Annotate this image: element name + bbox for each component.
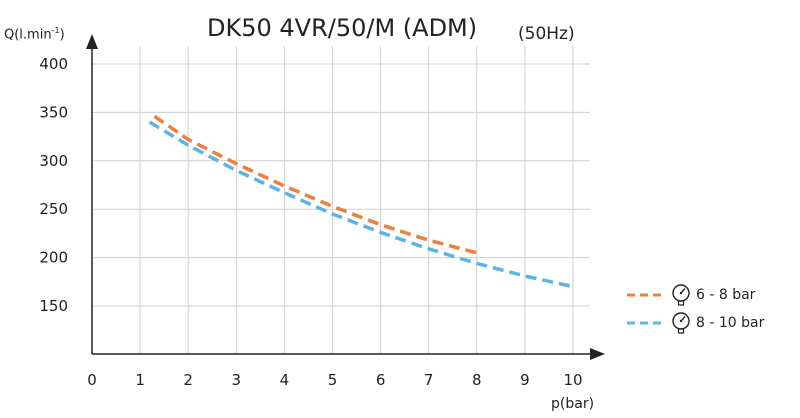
- x-tick-label-8: 8: [472, 371, 482, 389]
- legend-item-6-8-bar: 6 - 8 bar: [627, 282, 797, 308]
- y-axis-arrow: [86, 34, 98, 49]
- y-tick-label-350: 350: [39, 103, 68, 121]
- x-axis-label: p(bar): [551, 396, 595, 412]
- x-tick-label-10: 10: [563, 371, 582, 389]
- y-tick-label-300: 300: [39, 152, 68, 170]
- x-tick-label-4: 4: [280, 371, 290, 389]
- series-line-8-10-bar: [148, 120, 574, 289]
- chart-axes: [86, 34, 605, 360]
- x-tick-label-7: 7: [424, 371, 434, 389]
- chart-legend: 6 - 8 bar 8 - 10 bar: [627, 282, 797, 338]
- chart-title: DK50 4VR/50/M (ADM): [207, 14, 478, 42]
- chart-grid: [92, 46, 590, 354]
- y-tick-label-200: 200: [39, 249, 68, 267]
- legend-label-8-10-bar: 8 - 10 bar: [696, 315, 765, 331]
- pressure-gauge-icon: [672, 312, 690, 334]
- x-tick-label-5: 5: [328, 371, 338, 389]
- legend-label-6-8-bar: 6 - 8 bar: [696, 287, 756, 303]
- y-axis-label-close: ): [59, 27, 65, 43]
- chart-subtitle: (50Hz): [518, 24, 575, 44]
- series-line-6-8-bar: [153, 114, 478, 255]
- pressure-gauge-icon: [672, 284, 690, 306]
- x-tick-label-2: 2: [183, 371, 193, 389]
- legend-item-8-10-bar: 8 - 10 bar: [627, 310, 797, 336]
- x-tick-label-3: 3: [232, 371, 242, 389]
- y-axis-label-superscript: -1: [51, 26, 60, 35]
- y-tick-label-400: 400: [39, 55, 68, 73]
- x-tick-label-6: 6: [376, 371, 386, 389]
- x-tick-label-9: 9: [520, 371, 530, 389]
- x-tick-label-1: 1: [135, 371, 145, 389]
- y-axis-label-main: Q(l.min: [4, 27, 52, 43]
- y-axis-label: Q(l.min-1): [4, 26, 65, 42]
- legend-swatch-8-10-bar: [627, 321, 665, 325]
- legend-swatch-6-8-bar: [627, 293, 665, 297]
- x-axis-arrow: [590, 348, 605, 360]
- chart-series: [148, 114, 574, 289]
- chart-tick-labels: 0 1 2 3 4 5 6 7 8 9 10 150 200 250 300 350 400: [39, 55, 582, 389]
- x-tick-label-0: 0: [87, 371, 97, 389]
- y-tick-label-250: 250: [39, 200, 68, 218]
- y-tick-label-150: 150: [39, 297, 68, 315]
